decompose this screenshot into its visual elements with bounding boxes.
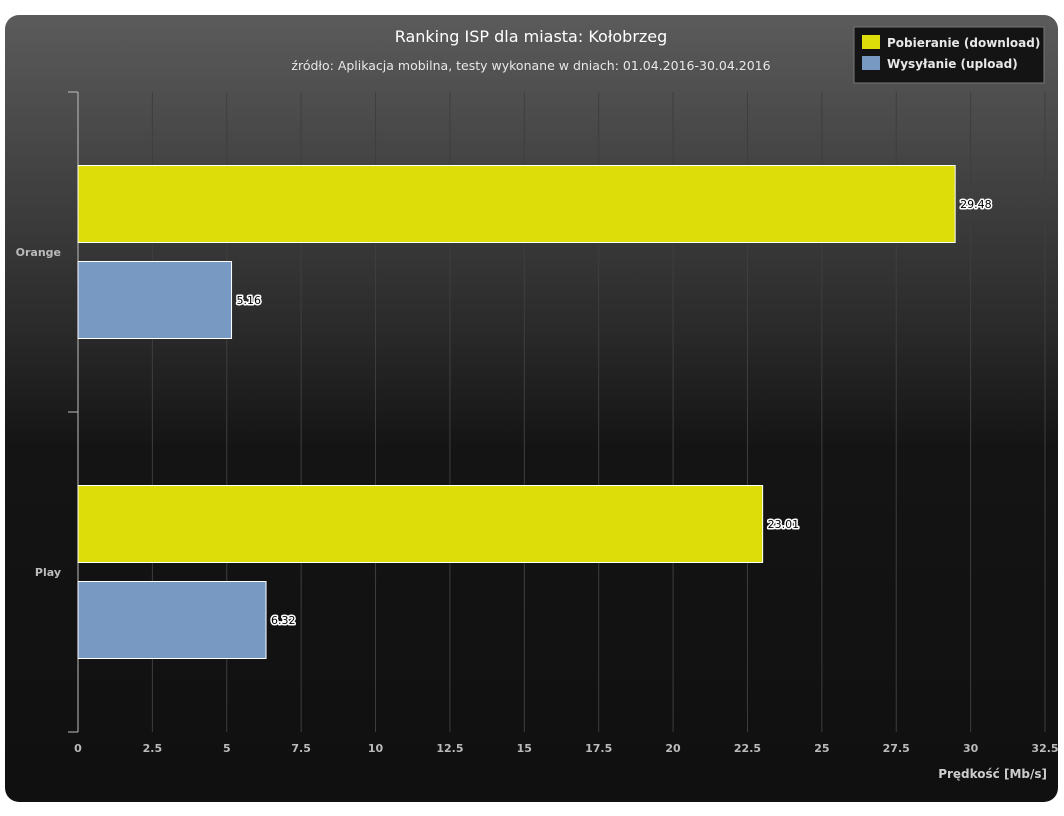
data-labels: 29.48 5.16 23.01 6.32 — [235, 197, 993, 629]
data-label: 23.01 — [768, 518, 800, 531]
chart-subtitle: źródło: Aplikacja mobilna, testy wykonan… — [291, 58, 770, 73]
category-label: Play — [35, 566, 61, 579]
chart-frame: Ranking ISP dla miasta: Kołobrzeg źródło… — [5, 15, 1058, 802]
legend-item-label[interactable]: Wysyłanie (upload) — [887, 57, 1018, 71]
bar[interactable] — [77, 581, 267, 659]
x-tick-label: 7.5 — [291, 742, 311, 755]
x-tick-label: 10 — [368, 742, 384, 755]
bar[interactable] — [77, 165, 956, 243]
bar-chart: Ranking ISP dla miasta: Kołobrzeg źródło… — [16, 26, 1058, 781]
x-tick-label: 22.5 — [734, 742, 761, 755]
legend-swatch[interactable] — [862, 56, 880, 70]
chart-title: Ranking ISP dla miasta: Kołobrzeg — [395, 27, 668, 46]
data-label: 5.16 — [237, 294, 262, 307]
x-tick-label: 25 — [814, 742, 829, 755]
x-tick-label: 5 — [223, 742, 231, 755]
axes: 0 2.5 5 7.5 10 12.5 15 17.5 20 22.5 25 27.5 30 32.5 Or… — [16, 91, 1058, 755]
x-tick-label: 0 — [74, 742, 82, 755]
bar[interactable] — [77, 485, 764, 563]
x-tick-label: 32.5 — [1031, 742, 1058, 755]
x-tick-label: 2.5 — [143, 742, 163, 755]
x-axis-title: Prędkość [Mb/s] — [938, 767, 1047, 781]
legend-item-label[interactable]: Pobieranie (download) — [887, 36, 1040, 50]
category-label: Orange — [16, 246, 61, 259]
legend[interactable]: Pobieranie (download) Wysyłanie (upload) — [853, 26, 1045, 84]
data-label: 29.48 — [960, 198, 992, 211]
x-tick-label: 15 — [517, 742, 532, 755]
bar[interactable] — [77, 261, 233, 339]
legend-box — [853, 26, 1045, 84]
x-tick-label: 17.5 — [585, 742, 612, 755]
x-tick-label: 27.5 — [883, 742, 910, 755]
x-tick-label: 20 — [665, 742, 681, 755]
data-label: 6.32 — [271, 614, 296, 627]
legend-swatch[interactable] — [862, 35, 880, 49]
bars — [77, 165, 956, 659]
x-tick-label: 12.5 — [436, 742, 463, 755]
x-tick-label: 30 — [963, 742, 979, 755]
